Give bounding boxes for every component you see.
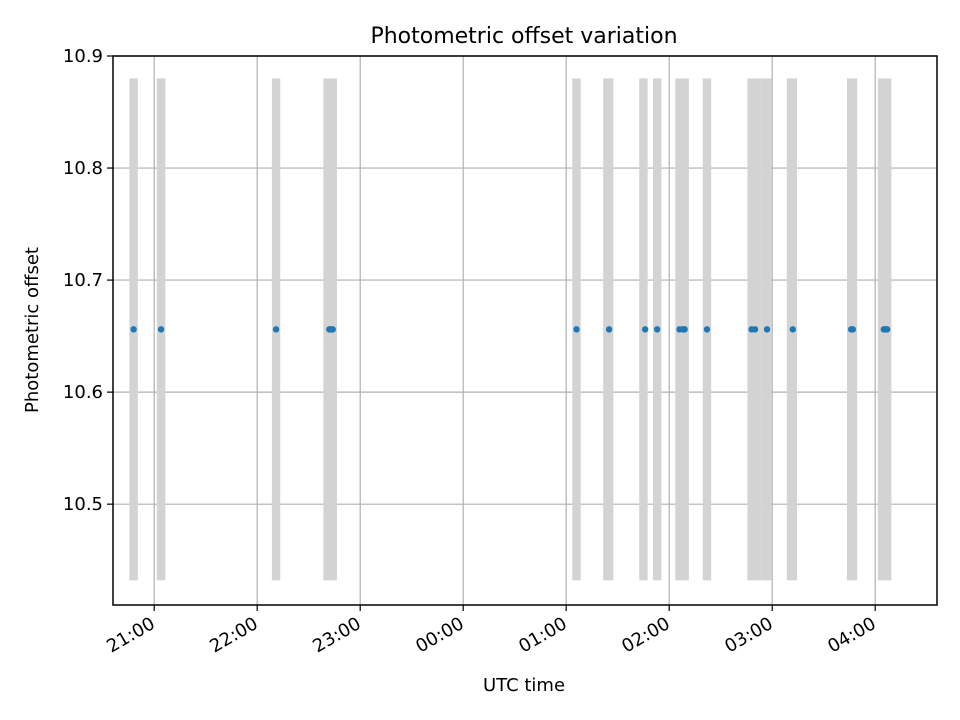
data-point (641, 326, 649, 333)
data-point (653, 326, 661, 333)
y-axis-ticks: 10.5 10.6 10.7 10.8 10.9 (63, 46, 113, 515)
data-point (681, 326, 688, 333)
data-points (130, 326, 891, 333)
data-point (849, 326, 857, 333)
data-point (763, 326, 771, 333)
data-point (884, 326, 891, 333)
x-tick-label: 01:00 (515, 613, 570, 657)
data-point (703, 326, 711, 333)
data-point (329, 326, 336, 333)
y-tick-label: 10.6 (63, 382, 103, 403)
x-tick-label: 03:00 (721, 613, 776, 657)
y-axis-label: Photometric offset (22, 247, 43, 413)
data-point (605, 326, 613, 333)
y-tick-label: 10.8 (63, 158, 103, 179)
chart-title: Photometric offset variation (370, 24, 677, 49)
x-tick-label: 00:00 (412, 613, 467, 657)
y-tick-label: 10.5 (63, 494, 103, 515)
x-axis-ticks: 21:00 22:00 23:00 00:00 01:00 02:00 03:00 04:00 (103, 605, 880, 657)
x-axis-label: UTC time (483, 675, 565, 696)
data-point (573, 326, 580, 333)
x-tick-label: 04:00 (824, 613, 879, 657)
observation-bands (129, 78, 892, 581)
x-tick-label: 21:00 (103, 613, 158, 657)
data-point (272, 326, 280, 333)
y-tick-label: 10.9 (63, 46, 103, 67)
plot-frame (112, 55, 938, 606)
x-tick-label: 23:00 (309, 613, 364, 657)
data-point (751, 326, 759, 333)
data-point (130, 326, 137, 333)
data-point (789, 326, 796, 333)
x-tick-label: 02:00 (618, 613, 673, 657)
x-tick-label: 22:00 (206, 613, 261, 657)
grid-lines (113, 55, 937, 605)
y-tick-label: 10.7 (63, 270, 103, 291)
data-point (157, 326, 165, 333)
